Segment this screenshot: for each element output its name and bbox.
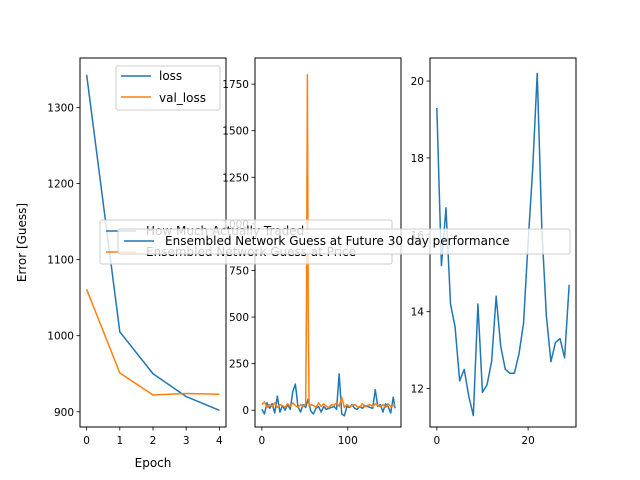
- legend-performance-label: Ensembled Network Guess at Future 30 day…: [165, 234, 510, 248]
- legend-performance: Ensembled Network Guess at Future 30 day…: [117, 228, 571, 255]
- loss-ytick-label: 900: [54, 407, 74, 419]
- performance-ytick-label: 12: [411, 384, 424, 396]
- price-ytick-label: 1250: [222, 172, 249, 184]
- loss-series-2: [85, 289, 220, 396]
- loss-xtick-label: 0: [83, 435, 90, 447]
- price-ytick-label: 250: [229, 359, 249, 371]
- loss-ylabel: Error [Guess]: [15, 203, 29, 282]
- price-series-layer: [261, 74, 396, 417]
- loss-xtick-label: 1: [116, 435, 123, 447]
- legend-loss-label-val-loss: val_loss: [159, 91, 206, 105]
- loss-ytick-label: 1000: [47, 331, 74, 343]
- performance-ytick-label: 14: [411, 307, 425, 319]
- price-ytick-label: 0: [242, 405, 249, 417]
- axes-loss: 0 1 2 3 4 900 1000 1100 1200 1300 Epoch Error [Gu…: [15, 57, 227, 470]
- loss-ytick-label: 1100: [47, 255, 74, 267]
- performance-xtick-label: 20: [521, 435, 534, 447]
- performance-ticks: 0201214161820: [411, 76, 535, 447]
- price-xtick-label: 0: [259, 435, 266, 447]
- price-series-1: [261, 373, 396, 417]
- performance-ytick-label: 20: [411, 76, 424, 88]
- legend-loss-box: [115, 65, 221, 111]
- performance-series-layer: [436, 72, 570, 417]
- legend-performance-box: [117, 228, 571, 255]
- loss-ytick-label: 1200: [47, 179, 74, 191]
- loss-xtick-label: 3: [183, 435, 190, 447]
- legend-loss: loss val_loss: [115, 65, 221, 111]
- loss-xtick-label: 2: [150, 435, 157, 447]
- price-xtick-label: 100: [338, 435, 358, 447]
- price-series-2: [261, 74, 396, 409]
- price-ytick-label: 1500: [222, 126, 249, 138]
- performance-ytick-label: 18: [411, 153, 424, 165]
- price-ytick-label: 500: [229, 312, 249, 324]
- price-ytick-label: 750: [229, 265, 249, 277]
- price-ytick-label: 1750: [222, 79, 249, 91]
- loss-xtick-label: 4: [216, 435, 223, 447]
- loss-ytick-label: 1300: [47, 102, 74, 114]
- performance-xtick-label: 0: [434, 435, 441, 447]
- legend-loss-label-loss: loss: [159, 69, 182, 83]
- axes-performance: 0201214161820: [411, 57, 577, 447]
- loss-xlabel: Epoch: [135, 456, 172, 470]
- performance-series-1: [436, 72, 570, 417]
- loss-ticks: 0 1 2 3 4 900 1000 1100 1200 1300: [47, 102, 223, 447]
